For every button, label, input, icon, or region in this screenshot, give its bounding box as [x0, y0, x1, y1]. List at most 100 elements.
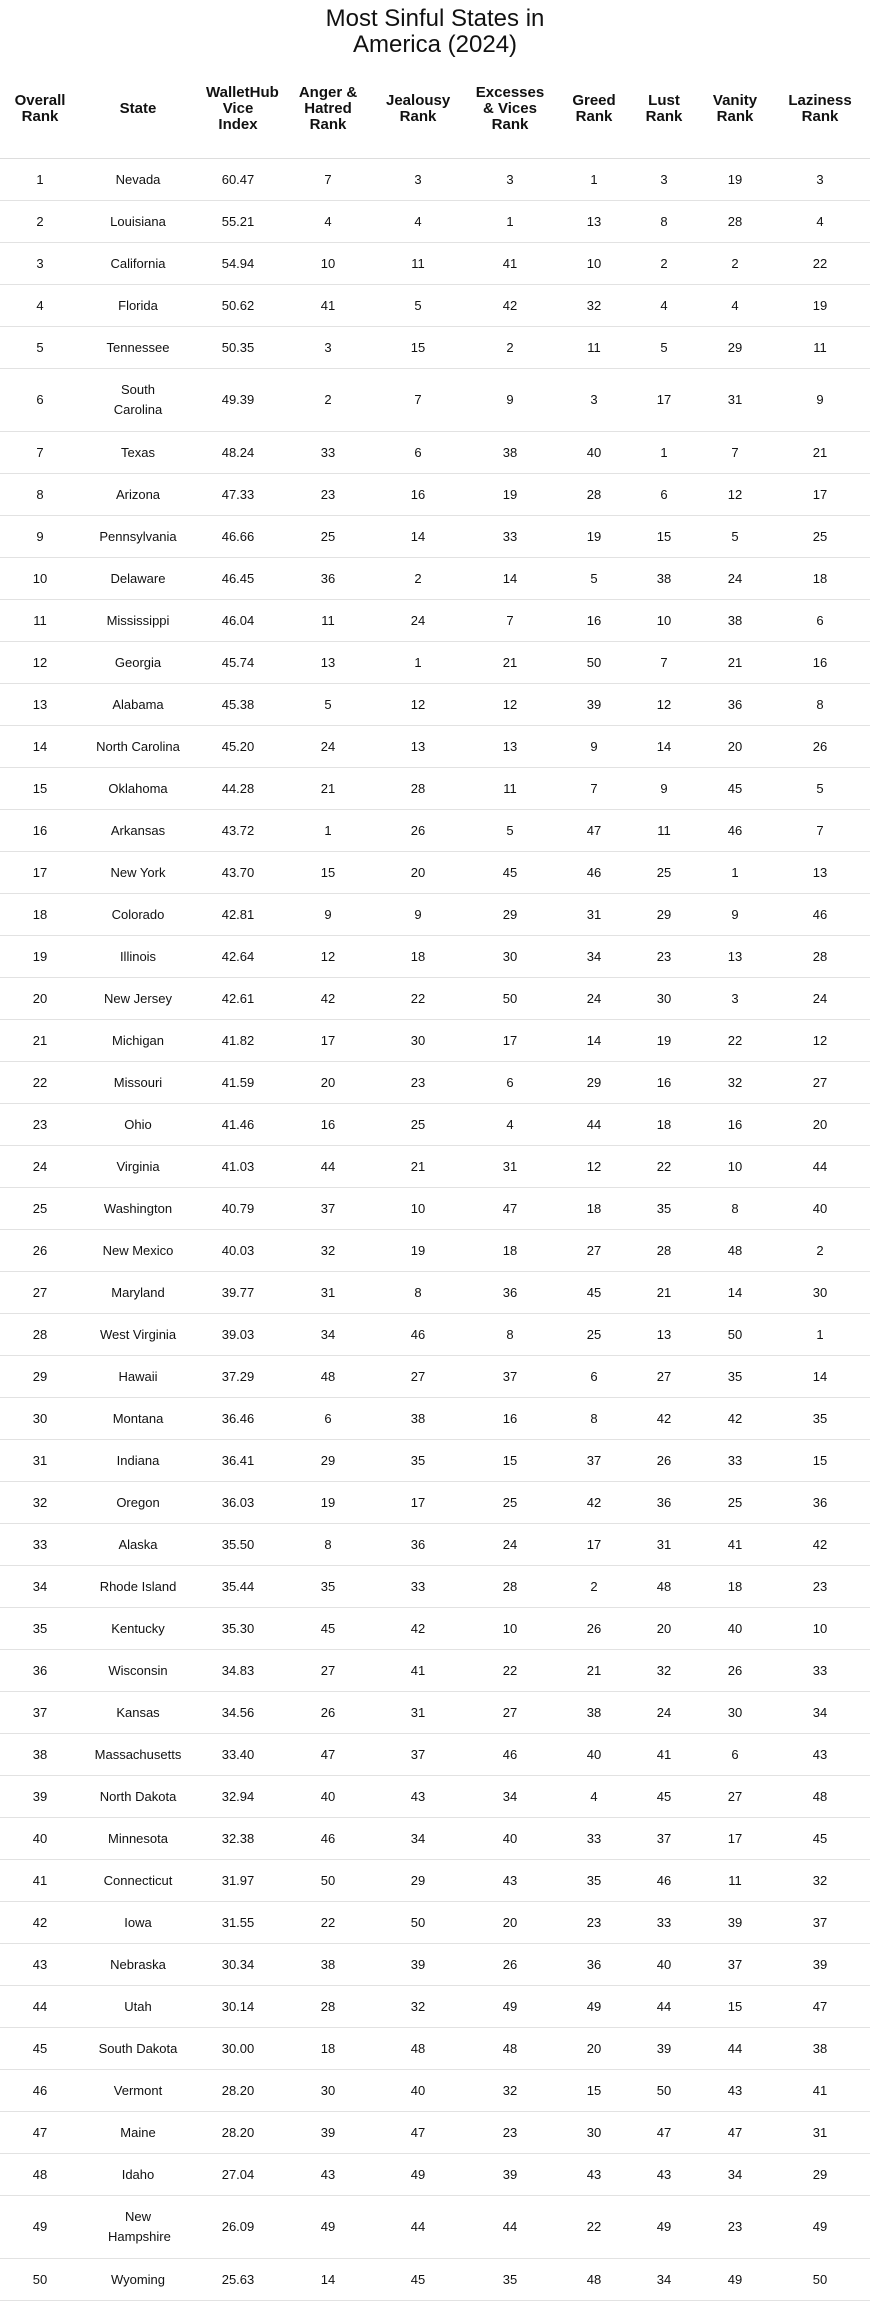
table-row: 14 North Carolina 45.20 24 13 13 9 14 20 26: [0, 725, 870, 768]
table-cell: 39: [560, 683, 628, 726]
table-row: 43 Nebraska 30.34 38 39 26 36 40 37 39: [0, 1943, 870, 1986]
state-cell: Missouri: [80, 1061, 196, 1104]
table-row: 26 New Mexico 40.03 32 19 18 27 28 48 2: [0, 1229, 870, 1272]
table-cell: 9: [770, 368, 870, 432]
table-cell: 16: [376, 473, 460, 516]
table-cell: 10: [376, 1187, 460, 1230]
table-cell: 37: [0, 1691, 80, 1734]
table-cell: 22: [0, 1061, 80, 1104]
table-row: 24 Virginia 41.03 44 21 31 12 22 10 44: [0, 1145, 870, 1188]
table-cell: 47: [700, 2111, 770, 2154]
table-cell: 20: [700, 725, 770, 768]
table-cell: 60.47: [196, 158, 280, 201]
table-cell: 15: [770, 1439, 870, 1482]
table-cell: 44: [280, 1145, 376, 1188]
table-cell: 41.59: [196, 1061, 280, 1104]
table-cell: 4: [376, 200, 460, 243]
column-header: Greed Rank: [560, 60, 628, 159]
table-cell: 36.46: [196, 1397, 280, 1440]
table-row: 11 Mississippi 46.04 11 24 7 16 10 38 6: [0, 599, 870, 642]
table-row: 28 West Virginia 39.03 34 46 8 25 13 50 1: [0, 1313, 870, 1356]
table-cell: 13: [628, 1313, 700, 1356]
table-cell: 30: [628, 977, 700, 1020]
table-cell: 45: [460, 851, 560, 894]
table-cell: 37.29: [196, 1355, 280, 1398]
table-cell: 43: [700, 2069, 770, 2112]
state-cell: Colorado: [80, 893, 196, 936]
table-cell: 19: [0, 935, 80, 978]
table-cell: 32: [376, 1985, 460, 2028]
table-cell: 12: [770, 1019, 870, 1062]
table-cell: 10: [700, 1145, 770, 1188]
column-header: Lust Rank: [628, 60, 700, 159]
table-cell: 27: [376, 1355, 460, 1398]
table-cell: 47: [770, 1985, 870, 2028]
table-row: 16 Arkansas 43.72 1 26 5 47 11 46 7: [0, 809, 870, 852]
state-cell: New Mexico: [80, 1229, 196, 1272]
table-row: 8 Arizona 47.33 23 16 19 28 6 12 17: [0, 473, 870, 516]
table-cell: 29: [770, 2153, 870, 2196]
table-cell: 40: [770, 1187, 870, 1230]
table-cell: 15: [0, 767, 80, 810]
table-cell: 47: [280, 1733, 376, 1776]
table-cell: 45.38: [196, 683, 280, 726]
state-cell: South Carolina: [80, 368, 196, 432]
table-cell: 17: [376, 1481, 460, 1524]
table-cell: 33: [770, 1649, 870, 1692]
state-cell: Idaho: [80, 2153, 196, 2196]
table-cell: 25.63: [196, 2258, 280, 2301]
table-row: 4 Florida 50.62 41 5 42 32 4 4 19: [0, 284, 870, 327]
table-cell: 30: [376, 1019, 460, 1062]
table-cell: 40: [560, 431, 628, 474]
table-cell: 27: [628, 1355, 700, 1398]
table-row: 38 Massachusetts 33.40 47 37 46 40 41 6 43: [0, 1733, 870, 1776]
table-cell: 25: [700, 1481, 770, 1524]
table-cell: 35: [628, 1187, 700, 1230]
table-cell: 7: [628, 641, 700, 684]
table-cell: 36: [460, 1271, 560, 1314]
table-cell: 5: [280, 683, 376, 726]
table-row: 15 Oklahoma 44.28 21 28 11 7 9 45 5: [0, 767, 870, 810]
table-cell: 8: [460, 1313, 560, 1356]
table-cell: 46: [460, 1733, 560, 1776]
table-cell: 23: [560, 1901, 628, 1944]
state-cell: Kansas: [80, 1691, 196, 1734]
table-cell: 4: [560, 1775, 628, 1818]
table-cell: 39: [460, 2153, 560, 2196]
table-cell: 19: [460, 473, 560, 516]
table-cell: 35: [700, 1355, 770, 1398]
state-cell: Illinois: [80, 935, 196, 978]
table-cell: 18: [460, 1229, 560, 1272]
table-cell: 21: [0, 1019, 80, 1062]
table-row: 48 Idaho 27.04 43 49 39 43 43 34 29: [0, 2153, 870, 2196]
table-cell: 24: [770, 977, 870, 1020]
table-cell: 16: [460, 1397, 560, 1440]
table-cell: 54.94: [196, 242, 280, 285]
table-cell: 45: [0, 2027, 80, 2070]
table-cell: 48: [770, 1775, 870, 1818]
table-row: 45 South Dakota 30.00 18 48 48 20 39 44 38: [0, 2027, 870, 2070]
table-cell: 37: [770, 1901, 870, 1944]
table-cell: 25: [460, 1481, 560, 1524]
table-cell: 41: [460, 242, 560, 285]
table-cell: 9: [460, 368, 560, 432]
table-row: 44 Utah 30.14 28 32 49 49 44 15 47: [0, 1985, 870, 2028]
table-cell: 48: [700, 1229, 770, 1272]
table-cell: 30.14: [196, 1985, 280, 2028]
table-cell: 12: [460, 683, 560, 726]
table-cell: 31.97: [196, 1859, 280, 1902]
state-cell: Wyoming: [80, 2258, 196, 2301]
table-cell: 50: [376, 1901, 460, 1944]
state-cell: Hawaii: [80, 1355, 196, 1398]
table-cell: 23: [0, 1103, 80, 1146]
table-cell: 7: [376, 368, 460, 432]
table-row: 22 Missouri 41.59 20 23 6 29 16 32 27: [0, 1061, 870, 1104]
table-cell: 2: [0, 200, 80, 243]
table-cell: 25: [376, 1103, 460, 1146]
table-cell: 29: [0, 1355, 80, 1398]
table-cell: 49: [376, 2153, 460, 2196]
table-cell: 31.55: [196, 1901, 280, 1944]
table-cell: 41: [0, 1859, 80, 1902]
table-cell: 6: [560, 1355, 628, 1398]
table-row: 5 Tennessee 50.35 3 15 2 11 5 29 11: [0, 326, 870, 369]
